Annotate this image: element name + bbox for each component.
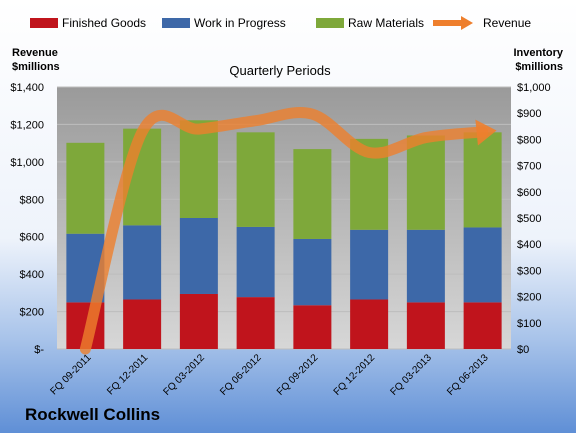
company-name: Rockwell Collins [25,405,160,424]
bar-work-in-progress-2 [179,218,218,294]
revenue-line-group [79,107,497,355]
bar-finished-goods-3 [236,297,275,349]
legend-label-raw-materials: Raw Materials [348,16,424,30]
right-tick-label: $800 [517,134,541,146]
left-tick-label: $1,200 [10,119,44,131]
bar-finished-goods-1 [123,299,162,349]
bar-work-in-progress-4 [293,238,332,306]
legend-label-finished-goods: Finished Goods [62,16,146,30]
bar-raw-materials-4 [293,149,332,239]
left-tick-label: $1,000 [10,157,44,169]
left-tick-label: $600 [20,232,44,244]
legend-label-work-in-progress: Work in Progress [194,16,286,30]
legend-swatch-finished-goods [30,18,58,28]
right-tick-label: $300 [517,265,541,277]
right-tick-label: $400 [517,239,541,251]
bar-work-in-progress-3 [236,226,275,298]
bar-finished-goods-7 [463,302,502,349]
bars-group [66,120,502,349]
left-axis: $- $200 $400 $600 $800 $1,000 $1,200 $1,400 [10,82,44,356]
legend: Finished Goods Work in Progress Raw Materi… [30,16,531,30]
bar-finished-goods-4 [293,305,332,349]
bar-finished-goods-2 [179,293,218,349]
left-tick-label: $1,400 [10,82,44,94]
right-axis: $0 $100 $200 $300 $400 $500 $600 $700 $800 $900 $1… [517,82,551,356]
legend-arrowhead [461,16,473,30]
left-tick-label: $200 [20,307,44,319]
legend-swatch-raw-materials [316,18,344,28]
bar-finished-goods-6 [406,302,445,349]
bar-raw-materials-0 [66,142,105,234]
left-tick-label: $800 [20,194,44,206]
bar-raw-materials-3 [236,132,275,227]
left-axis-title-line2: $millions [12,61,60,73]
bar-raw-materials-7 [463,132,502,228]
right-tick-label: $500 [517,213,541,225]
revenue-line [79,107,489,355]
right-axis-title-line2: $millions [515,61,563,73]
bar-work-in-progress-1 [123,225,162,300]
bar-work-in-progress-7 [463,227,502,303]
left-tick-label: $400 [20,269,44,281]
right-axis-title-line1: Inventory [513,47,563,59]
right-tick-label: $100 [517,318,541,330]
right-tick-label: $900 [517,108,541,120]
right-tick-label: $0 [517,344,529,356]
right-tick-label: $600 [517,187,541,199]
right-tick-label: $1,000 [517,82,551,94]
legend-swatch-work-in-progress [162,18,190,28]
bar-raw-materials-6 [406,135,445,230]
bar-work-in-progress-5 [350,229,389,300]
left-tick-label: $- [34,344,44,356]
revenue-arrowhead [475,119,497,146]
left-axis-title-line1: Revenue [12,47,58,59]
bar-finished-goods-5 [350,299,389,349]
right-tick-label: $200 [517,292,541,304]
right-tick-label: $700 [517,161,541,173]
chart-subtitle: Quarterly Periods [229,63,331,78]
legend-label-revenue: Revenue [483,16,531,30]
bar-work-in-progress-6 [406,229,445,303]
bar-raw-materials-2 [179,120,218,218]
